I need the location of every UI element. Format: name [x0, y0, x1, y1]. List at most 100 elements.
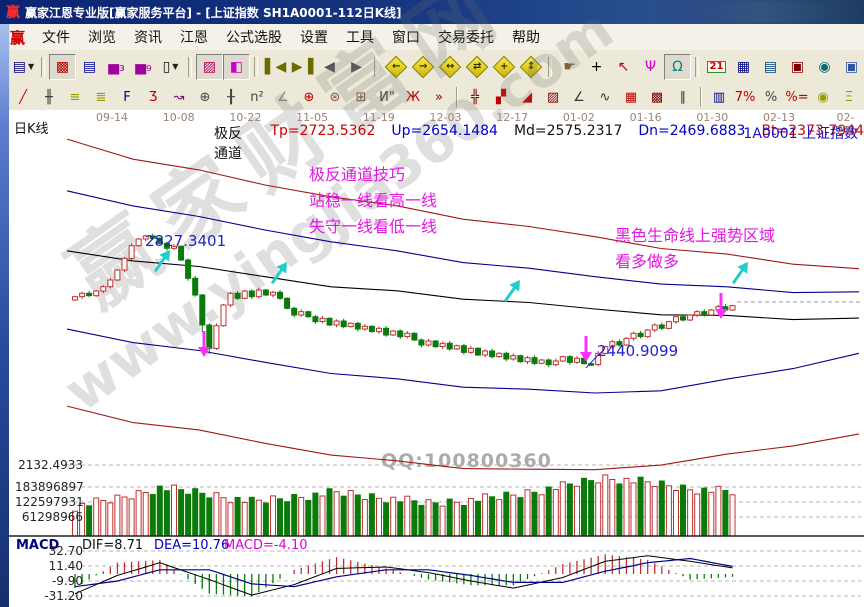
- more-tools-button[interactable]: »: [426, 86, 452, 109]
- drawing-toolbar: ╱╫≡≣FƷ↝⊕╂n²∠⊕⊛⊞И"Ж»╬▞◢▨∠∿▦▩∥▥7%%%=◉Ξ▮≈Ф◺: [0, 84, 864, 111]
- macd-indicator-name: MACD: [16, 538, 60, 553]
- parallel-channel-tool[interactable]: ∥: [670, 86, 696, 109]
- x-axis-tick: 02-27: [836, 111, 855, 137]
- next-page-button[interactable]: ▶: [343, 54, 370, 80]
- pan-left-button[interactable]: ←: [382, 54, 409, 80]
- menu-item-2[interactable]: 资讯: [134, 30, 163, 46]
- profile-chart-icon: ◧: [229, 59, 244, 75]
- diamond-nav-icon: ↔: [438, 55, 461, 79]
- percent-slash-icon: 7%: [734, 89, 756, 105]
- menu-logo-icon: 赢: [10, 28, 26, 47]
- menu-item-8[interactable]: 交易委托: [438, 30, 495, 46]
- spiral-icon: Ʒ: [148, 89, 158, 105]
- n-square-tool[interactable]: n²: [244, 86, 270, 109]
- smart-analysis-button[interactable]: Ω: [664, 54, 691, 80]
- triangle-tool[interactable]: ◢: [514, 86, 540, 109]
- main-toolbar: ▤ ▼ ▩ ▤ ▅₃ ▅₉ ▯ ▼ ▨ ◧ ▌◀ ▶▐ ◀ ▶ ← → ↔ ⇄ + ↕ ☛ + ↖ Ψ Ω 21 ▦ ▤ ▣ ◉ ▣: [0, 50, 864, 85]
- gold-lines-tool[interactable]: Ξ: [836, 86, 862, 109]
- fibonacci-tool[interactable]: F: [114, 86, 140, 109]
- info-f10-icon: ▤: [82, 59, 97, 75]
- star-wheel-tool[interactable]: ⊛: [322, 86, 348, 109]
- gold-circle-tool[interactable]: ◉: [810, 86, 836, 109]
- calculator-icon: ▦: [736, 59, 751, 75]
- menu-item-0[interactable]: 文件: [42, 30, 71, 46]
- grid-overlay-tool[interactable]: ▦: [618, 86, 644, 109]
- golden-ratio-tool[interactable]: ≡: [62, 86, 88, 109]
- last-page-button[interactable]: ▶▐: [289, 54, 316, 80]
- gann-brush-icon: Ψ: [644, 59, 657, 75]
- web-sync-button[interactable]: ◉: [811, 54, 838, 80]
- move-free-button[interactable]: ↕: [517, 54, 544, 80]
- period-menu-button[interactable]: ▤ ▼: [10, 54, 37, 80]
- arrow-glyph: →: [418, 60, 427, 72]
- calculator-button[interactable]: ▦: [730, 54, 757, 80]
- gann-wheel-tool[interactable]: ⊕: [296, 86, 322, 109]
- menu-item-1[interactable]: 浏览: [88, 30, 117, 46]
- minute3-chart-button[interactable]: ▅₃: [103, 54, 130, 80]
- fibonacci-icon: F: [123, 89, 131, 105]
- shen-marker-icon: Ж: [405, 89, 420, 105]
- candle-style-button[interactable]: ▯ ▼: [157, 54, 184, 80]
- first-page-button[interactable]: ▌◀: [262, 54, 289, 80]
- zoom-all-button[interactable]: +: [490, 54, 517, 80]
- hand-tool-button[interactable]: ☛: [556, 54, 583, 80]
- strong-zone-annotation: 黑色生命线上强势区域 看多做多: [615, 226, 776, 271]
- menu-item-3[interactable]: 江恩: [180, 30, 209, 46]
- diamond-nav-icon: →: [411, 55, 434, 79]
- zigzag-tool[interactable]: ∿: [592, 86, 618, 109]
- menu-item-6[interactable]: 工具: [346, 30, 375, 46]
- menu-item-9[interactable]: 帮助: [512, 30, 541, 46]
- shen-marker-tool[interactable]: Ж: [400, 86, 426, 109]
- trend-angle-tool[interactable]: ∠: [566, 86, 592, 109]
- kline-chart-canvas[interactable]: [9, 110, 864, 607]
- spiral-tool[interactable]: Ʒ: [140, 86, 166, 109]
- draw-line-tool[interactable]: ╱: [10, 86, 36, 109]
- swap-view-button[interactable]: ⇄: [463, 54, 490, 80]
- notes-button[interactable]: ▤: [757, 54, 784, 80]
- expand-horizontal-button[interactable]: ↔: [436, 54, 463, 80]
- fan-lines-tool[interactable]: ▞: [488, 86, 514, 109]
- corner-grid-tool[interactable]: ▩: [644, 86, 670, 109]
- square-grid-icon: ⊞: [355, 89, 367, 105]
- x-axis-tick: 01-30: [696, 111, 729, 124]
- menu-item-5[interactable]: 设置: [300, 30, 329, 46]
- free-draw-tool[interactable]: ↝: [166, 86, 192, 109]
- angle-line-button[interactable]: ↖: [610, 54, 637, 80]
- macd-axis-label: -9.90: [51, 574, 83, 588]
- trend-window-button[interactable]: ▩: [49, 54, 76, 80]
- percent-lines-tool[interactable]: %=: [784, 86, 810, 109]
- prev-page-button[interactable]: ◀: [316, 54, 343, 80]
- pan-right-button[interactable]: →: [409, 54, 436, 80]
- golden-band-tool[interactable]: ≣: [88, 86, 114, 109]
- info-f10-button[interactable]: ▤: [76, 54, 103, 80]
- profile-chart-button[interactable]: ◧: [223, 54, 250, 80]
- percent-tool[interactable]: %: [758, 86, 784, 109]
- percent-slash-tool[interactable]: 7%: [732, 86, 758, 109]
- calendar-button[interactable]: 21: [703, 54, 730, 80]
- menu-item-7[interactable]: 窗口: [392, 30, 421, 46]
- stats-panel-tool[interactable]: ▥: [706, 86, 732, 109]
- price-axis-label: 2132.4933: [18, 458, 83, 472]
- time-cycle-tool[interactable]: ⊕: [192, 86, 218, 109]
- pattern-window-button[interactable]: ▨: [196, 54, 223, 80]
- i-marker-tool[interactable]: И": [374, 86, 400, 109]
- diamond-nav-icon: +: [492, 55, 515, 79]
- price-grid-tool[interactable]: ╬: [462, 86, 488, 109]
- ruler-tool[interactable]: ╂: [218, 86, 244, 109]
- square-grid-tool[interactable]: ⊞: [348, 86, 374, 109]
- ruler-icon: ╂: [227, 89, 235, 105]
- gold-lines-icon: Ξ: [844, 89, 854, 105]
- toolbar-separator: [700, 87, 702, 107]
- minute9-chart-button[interactable]: ▅₉: [130, 54, 157, 80]
- gann-grid-tool[interactable]: ╫: [36, 86, 62, 109]
- menu-item-4[interactable]: 公式选股: [226, 30, 283, 46]
- gann-brush-button[interactable]: Ψ: [637, 54, 664, 80]
- diagonal-box-tool[interactable]: ▨: [540, 86, 566, 109]
- chart-region[interactable]: 赢家财富网 www.yingjia360.com QQ:100800360 日K…: [9, 0, 864, 607]
- angle-line-icon: ↖: [617, 59, 630, 75]
- trade-terminal-button[interactable]: ▣: [838, 54, 864, 80]
- save-button[interactable]: ▣: [784, 54, 811, 80]
- pattern-window-icon: ▨: [202, 59, 217, 75]
- angle-measure-tool[interactable]: ∠: [270, 86, 296, 109]
- crosshair-button[interactable]: +: [583, 54, 610, 80]
